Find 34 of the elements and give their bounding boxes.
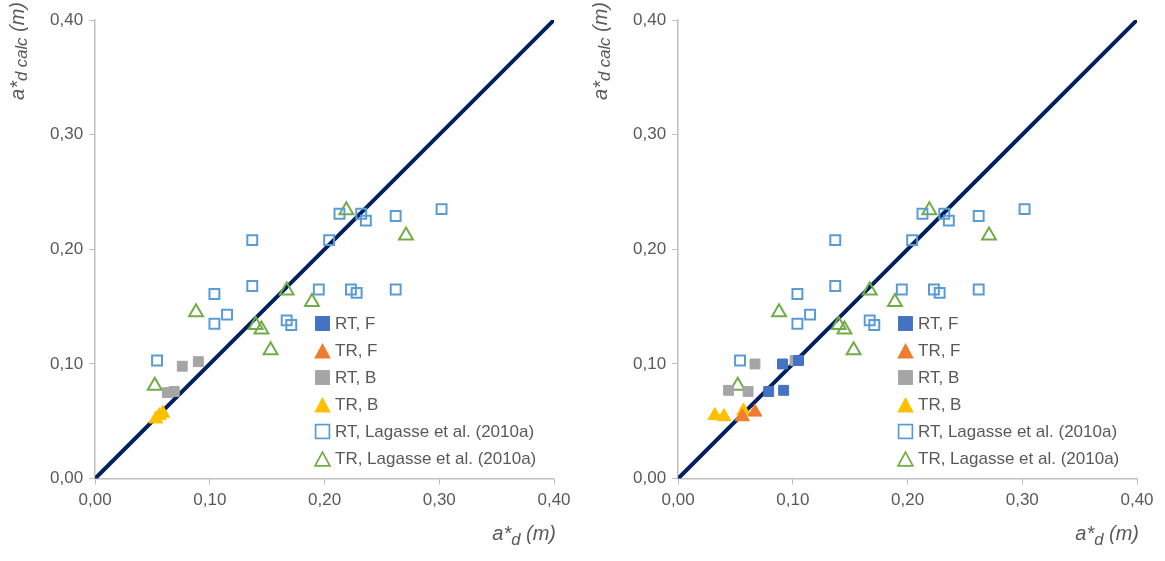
y-tick-label: 0,30	[49, 124, 84, 144]
x-tick-label: 0,10	[193, 490, 227, 510]
legend-label: TR, B	[335, 394, 379, 416]
x-tick-label: 0,40	[1120, 490, 1154, 510]
y-tick-label: 0,20	[632, 238, 667, 258]
legend-label: RT, Lagasse et al. (2010a)	[335, 421, 535, 443]
legend-label: RT, B	[335, 367, 377, 389]
legend-label: TR, Lagasse et al. (2010a)	[918, 448, 1120, 470]
legend-label: RT, F	[335, 313, 376, 335]
legend-label: TR, B	[918, 394, 962, 416]
y-tick-label: 0,10	[49, 353, 84, 373]
y-tick-label: 0,40	[49, 9, 84, 29]
x-axis-title: a*$_{d}$ (m)	[1075, 522, 1139, 550]
y-tick-label: 0,10	[632, 353, 667, 373]
x-tick-label: 0,30	[422, 490, 456, 510]
x-tick-label: 0,20	[891, 490, 925, 510]
y-tick-label: 0,00	[632, 468, 667, 488]
x-tick-label: 0,20	[308, 490, 342, 510]
x-tick-label: 0,30	[1005, 490, 1039, 510]
y-tick-label: 0,00	[49, 468, 84, 488]
x-tick-label: 0,40	[537, 490, 571, 510]
legend-label: RT, Lagasse et al. (2010a)	[918, 421, 1118, 443]
x-axis-title: a*$_{d}$ (m)	[492, 522, 556, 550]
y-tick-label: 0,30	[632, 124, 667, 144]
legend-label: RT, B	[918, 367, 960, 389]
legend-label: TR, F	[918, 340, 961, 362]
x-tick-label: 0,10	[776, 490, 810, 510]
legend-label: TR, F	[335, 340, 378, 362]
x-tick-label: 0,00	[78, 490, 112, 510]
y-tick-label: 0,20	[49, 238, 84, 258]
legend-label: TR, Lagasse et al. (2010a)	[335, 448, 537, 470]
y-tick-label: 0,40	[632, 9, 667, 29]
legend-label: RT, F	[918, 313, 959, 335]
x-tick-label: 0,00	[661, 490, 695, 510]
